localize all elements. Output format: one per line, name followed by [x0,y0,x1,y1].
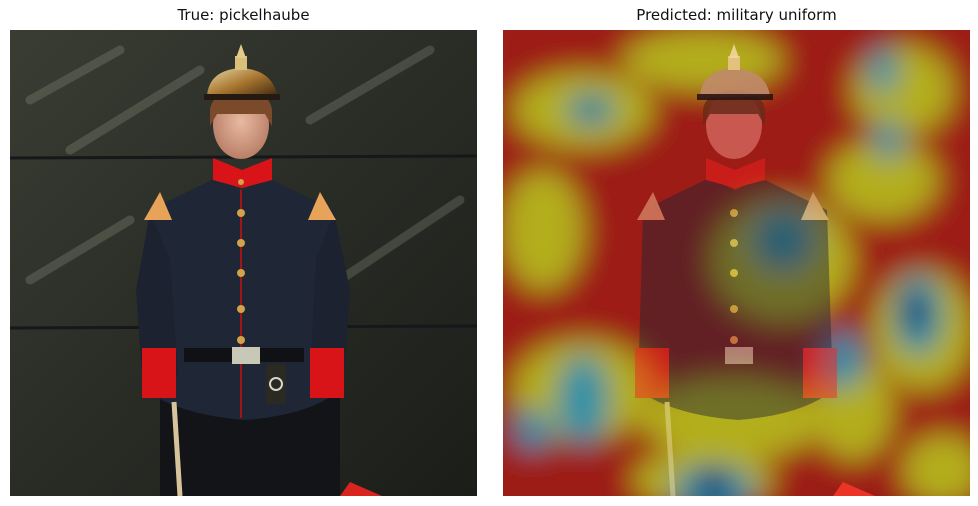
left-panel-title: True: pickelhaube [177,6,310,24]
underlying-photo [635,158,837,496]
photo-scene [10,30,477,496]
heatmap-overlay [503,30,970,496]
heatmap-image-panel [503,30,970,496]
right-panel-title: Predicted: military uniform [636,6,837,24]
soldier-photo [10,30,477,496]
original-image-panel [10,30,477,496]
